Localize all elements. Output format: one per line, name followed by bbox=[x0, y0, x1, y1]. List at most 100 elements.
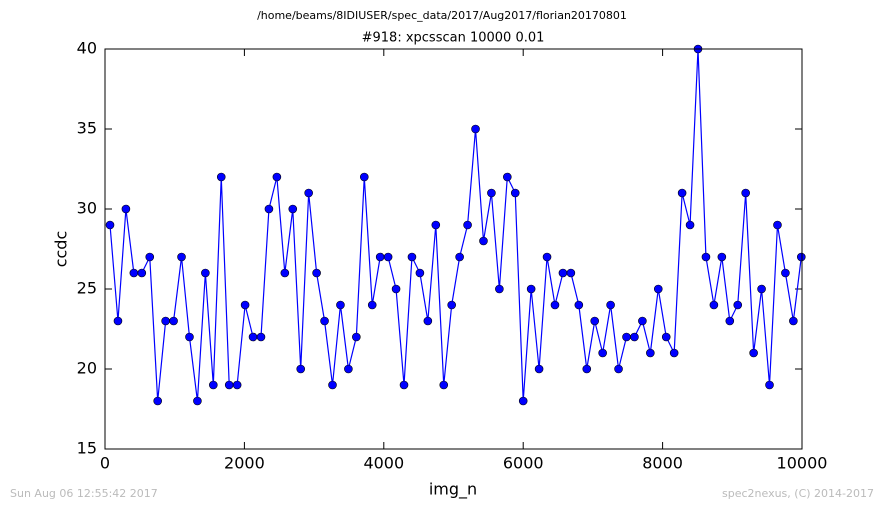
data-point bbox=[352, 332, 361, 342]
data-line bbox=[109, 48, 802, 402]
data-point bbox=[638, 316, 647, 326]
x-tick-label: 6000 bbox=[503, 454, 544, 473]
data-point bbox=[391, 284, 401, 294]
data-point bbox=[248, 332, 258, 342]
data-point bbox=[304, 188, 313, 198]
plot-frame bbox=[104, 48, 803, 450]
data-point bbox=[423, 316, 433, 326]
data-point bbox=[145, 252, 155, 262]
data-point bbox=[550, 300, 560, 310]
data-point bbox=[256, 332, 266, 342]
data-point bbox=[121, 204, 131, 214]
data-point bbox=[630, 332, 639, 342]
data-point bbox=[359, 172, 369, 182]
data-point bbox=[606, 300, 615, 310]
data-point bbox=[526, 284, 536, 294]
footer-left: Sun Aug 06 12:55:42 2017 bbox=[10, 487, 158, 500]
data-point bbox=[518, 396, 528, 406]
data-point bbox=[653, 284, 663, 294]
data-point bbox=[741, 188, 750, 198]
data-point bbox=[415, 268, 425, 278]
data-point bbox=[677, 188, 687, 198]
data-point bbox=[232, 380, 242, 390]
data-point bbox=[757, 284, 766, 294]
data-point bbox=[288, 204, 298, 214]
data-point bbox=[789, 316, 798, 326]
data-point bbox=[471, 124, 480, 134]
suptitle: /home/beams/8IDIUSER/spec_data/2017/Aug2… bbox=[257, 9, 627, 22]
data-point bbox=[296, 364, 306, 374]
data-point bbox=[264, 204, 274, 214]
y-tick-label: 40 bbox=[77, 39, 97, 58]
data-point bbox=[161, 316, 170, 326]
data-point bbox=[224, 380, 234, 390]
data-point bbox=[709, 300, 719, 310]
data-point bbox=[383, 252, 393, 262]
data-point bbox=[455, 252, 464, 262]
data-point bbox=[534, 364, 544, 374]
data-point bbox=[669, 348, 679, 358]
data-point bbox=[193, 396, 202, 406]
x-tick-label: 4000 bbox=[363, 454, 404, 473]
data-point bbox=[344, 364, 353, 374]
x-tick-label: 10000 bbox=[777, 454, 828, 473]
chart-title: #918: xpcsscan 10000 0.01 bbox=[362, 31, 545, 46]
data-point bbox=[542, 252, 552, 262]
x-tick-label: 0 bbox=[100, 454, 110, 473]
data-point bbox=[407, 252, 417, 262]
data-point bbox=[153, 396, 162, 406]
y-axis-label: ccdc bbox=[52, 231, 71, 268]
data-point bbox=[503, 172, 512, 182]
data-point bbox=[336, 300, 345, 310]
data-point bbox=[566, 268, 576, 278]
data-point bbox=[646, 348, 655, 358]
data-point bbox=[177, 252, 186, 262]
data-point bbox=[328, 380, 337, 390]
data-point bbox=[216, 172, 226, 182]
data-point bbox=[701, 252, 711, 262]
data-point bbox=[717, 252, 727, 262]
data-point bbox=[463, 220, 472, 230]
data-point bbox=[105, 220, 115, 230]
y-tick-label: 15 bbox=[77, 439, 97, 458]
data-point bbox=[590, 316, 600, 326]
data-point bbox=[399, 380, 409, 390]
data-point bbox=[725, 316, 735, 326]
y-tick-label: 25 bbox=[77, 279, 97, 298]
data-point bbox=[320, 316, 329, 326]
data-point bbox=[598, 348, 607, 358]
data-point bbox=[479, 236, 488, 246]
data-point bbox=[431, 220, 441, 230]
data-point bbox=[312, 268, 321, 278]
data-point bbox=[280, 268, 290, 278]
data-point bbox=[574, 300, 584, 310]
data-point bbox=[622, 332, 631, 342]
data-point bbox=[495, 284, 504, 294]
data-point bbox=[185, 332, 194, 342]
data-point bbox=[558, 268, 568, 278]
data-point bbox=[781, 268, 790, 278]
data-point bbox=[685, 220, 695, 230]
data-point bbox=[487, 188, 496, 198]
data-point bbox=[447, 300, 456, 310]
data-point bbox=[582, 364, 592, 374]
data-point bbox=[773, 220, 782, 230]
x-tick-label: 2000 bbox=[224, 454, 265, 473]
data-point bbox=[765, 380, 774, 390]
data-point bbox=[129, 268, 139, 278]
data-point bbox=[113, 316, 123, 326]
y-tick-label: 20 bbox=[77, 359, 97, 378]
footer-right: spec2nexus, (C) 2014-2017 bbox=[722, 487, 874, 500]
data-point bbox=[614, 364, 623, 374]
x-tick-label: 8000 bbox=[642, 454, 683, 473]
data-point bbox=[797, 252, 806, 262]
data-point bbox=[367, 300, 377, 310]
data-point bbox=[137, 268, 147, 278]
data-point bbox=[510, 188, 520, 198]
data-point bbox=[375, 252, 385, 262]
data-point bbox=[201, 268, 210, 278]
x-axis-label: img_n bbox=[429, 480, 477, 500]
data-point bbox=[661, 332, 671, 342]
